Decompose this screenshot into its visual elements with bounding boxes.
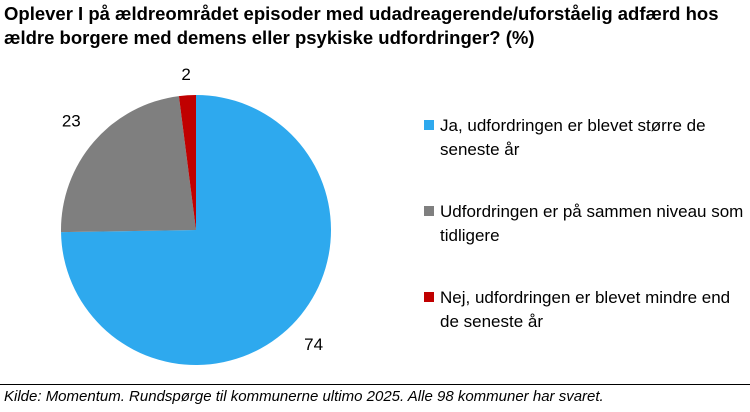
legend-swatch-same bbox=[424, 206, 434, 216]
legend: Ja, udfordringen er blevet større de sen… bbox=[424, 114, 744, 372]
pie-slices bbox=[60, 95, 331, 365]
source-divider bbox=[0, 384, 750, 385]
pie-data-labels: 74 23 2 bbox=[62, 65, 323, 354]
source-note: Kilde: Momentum. Rundspørge til kommuner… bbox=[4, 388, 604, 405]
data-label-same: 23 bbox=[62, 111, 81, 130]
legend-item-smaller: Nej, udfordringen er blevet mindre end d… bbox=[424, 286, 744, 334]
data-label-smaller: 2 bbox=[181, 65, 190, 84]
pie-slice-larger bbox=[61, 95, 331, 365]
legend-swatch-smaller bbox=[424, 292, 434, 302]
pie-slice-same bbox=[60, 96, 196, 233]
legend-item-same: Udfordringen er på sammen niveau som tid… bbox=[424, 200, 744, 248]
pie-slice-smaller bbox=[178, 95, 196, 230]
legend-item-larger: Ja, udfordringen er blevet større de sen… bbox=[424, 114, 744, 162]
chart-title: Oplever I på ældreområdet episoder med u… bbox=[4, 3, 719, 48]
legend-label-same: Udfordringen er på sammen niveau som tid… bbox=[440, 202, 744, 245]
legend-label-larger: Ja, udfordringen er blevet større de sen… bbox=[440, 116, 706, 159]
data-label-larger: 74 bbox=[304, 335, 323, 354]
legend-swatch-larger bbox=[424, 120, 434, 130]
legend-label-smaller: Nej, udfordringen er blevet mindre end d… bbox=[440, 288, 731, 331]
